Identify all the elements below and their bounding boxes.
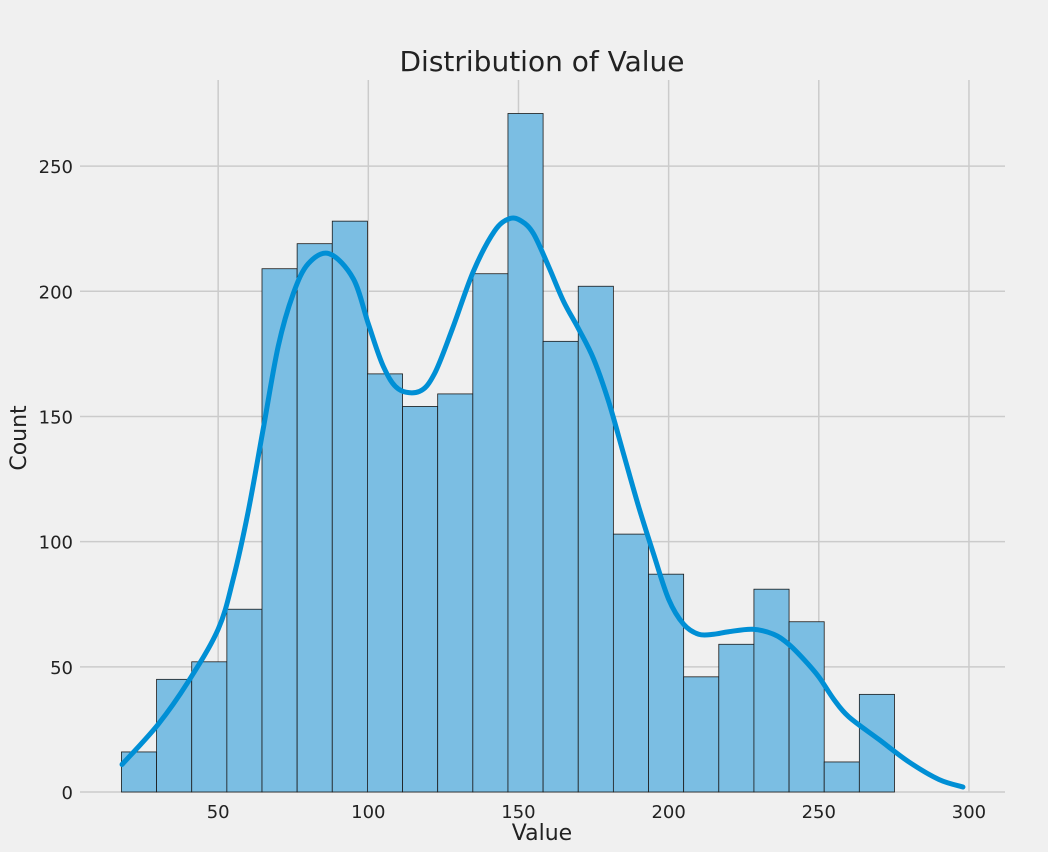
histogram-bar	[753, 588, 790, 793]
x-tick-label: 150	[501, 802, 535, 823]
y-tick-label: 50	[50, 658, 73, 679]
kde-curve	[119, 215, 966, 790]
histogram-bar	[542, 340, 579, 793]
histogram-bar	[612, 533, 649, 793]
x-tick-label: 200	[651, 802, 685, 823]
y-tick-label: 150	[39, 407, 73, 428]
histogram-bar	[191, 661, 228, 793]
histogram-bar	[331, 220, 368, 793]
kde-line	[119, 215, 966, 790]
x-axis-label: Value	[512, 821, 572, 846]
histogram-bar	[718, 643, 755, 793]
histogram-bar	[823, 761, 860, 793]
histogram-bars	[121, 113, 895, 793]
histogram-bar	[437, 393, 474, 793]
chart-title: Distribution of Value	[399, 45, 684, 78]
histogram-bar	[507, 113, 544, 793]
tick-labels: 50 100 150 200 250 300 0 50 100 150 200 250	[39, 157, 987, 823]
histogram-bar	[156, 678, 193, 793]
y-axis-label: Count	[7, 405, 32, 471]
x-tick-label: 250	[802, 802, 836, 823]
x-tick-label: 100	[351, 802, 385, 823]
histogram-bar	[683, 676, 720, 793]
histogram-bar	[261, 268, 298, 793]
y-tick-label: 100	[39, 533, 73, 554]
x-tick-label: 50	[207, 802, 230, 823]
y-tick-label: 250	[39, 157, 73, 178]
y-tick-label: 0	[62, 783, 73, 804]
histogram-bar	[402, 406, 439, 793]
histogram-bar	[367, 373, 403, 793]
x-tick-label: 300	[952, 802, 986, 823]
histogram-bar	[296, 243, 333, 793]
histogram-bar	[858, 693, 895, 793]
histogram-bar	[648, 573, 685, 793]
y-tick-label: 200	[39, 282, 73, 303]
histogram-bar	[226, 608, 263, 793]
histogram-bar	[472, 273, 509, 793]
